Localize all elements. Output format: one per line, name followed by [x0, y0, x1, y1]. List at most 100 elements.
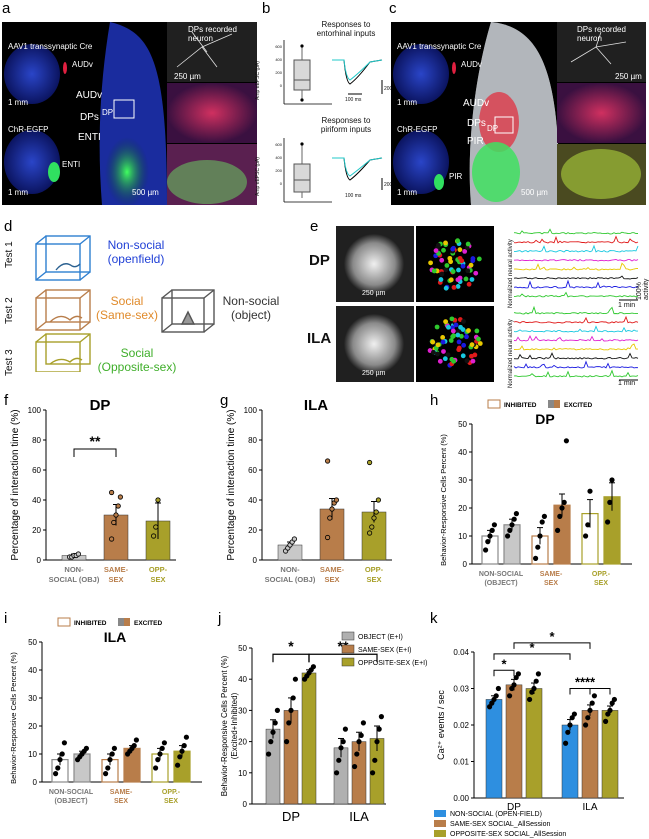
cell-dot [445, 352, 451, 358]
y-tick-label: 50 [238, 644, 247, 653]
activity-trace [513, 335, 639, 342]
data-point [336, 757, 342, 763]
data-point [109, 536, 115, 542]
data-point [527, 696, 533, 703]
y-axis-label: Behavior-Responsive Cells Percent (%) [220, 655, 229, 796]
cell-dot [446, 324, 451, 330]
d-t3-text: Social (Opposite-sex) [97, 346, 177, 374]
data-point [111, 745, 118, 751]
chart-title: DP [90, 397, 111, 414]
legend-excited: EXCITED [134, 620, 162, 627]
cell-dot [470, 358, 476, 364]
legend-swatch-excited [554, 400, 560, 408]
cell-dot [465, 268, 471, 274]
x-tick-label: SEX [324, 575, 339, 584]
x-group-label: ILA [349, 809, 369, 824]
significance-bracket [513, 642, 591, 649]
e-dp: DP [309, 252, 330, 269]
data-point [571, 711, 577, 717]
y-tick-label: 80 [32, 436, 41, 445]
cell-dot [438, 277, 444, 282]
cell-dot [477, 341, 483, 346]
y-tick-label: 0 [463, 560, 468, 569]
x-tick-label: SAME- [104, 565, 129, 574]
data-point [360, 720, 366, 726]
c-scale-mid: 500 µm [521, 188, 548, 197]
c-scale-right: 250 µm [615, 72, 642, 81]
data-point [109, 751, 115, 757]
data-point [533, 678, 539, 684]
y-tick-label: 0.01 [453, 758, 469, 767]
legend-inhibited: INHIBITED [504, 402, 537, 409]
data-point [292, 676, 299, 682]
data-point [603, 718, 609, 724]
data-point [286, 720, 292, 726]
cell-dot [449, 316, 455, 322]
x-tick-label: NON- [64, 565, 84, 574]
x-group-label: DP [507, 802, 521, 813]
c-audv-small: AUDv [461, 60, 482, 69]
y-tick-label: 30 [458, 476, 467, 485]
data-point [107, 757, 113, 763]
cell-dot [435, 351, 440, 357]
cell-dot [430, 339, 436, 345]
cell-dot [469, 342, 475, 348]
significance-label: * [501, 656, 507, 671]
a-route-dps: DPs [80, 112, 99, 123]
cell-dot [465, 241, 471, 247]
cell-dot [456, 339, 462, 345]
panel-c-image [391, 22, 646, 205]
panel-d-diagram [35, 235, 215, 372]
data-point [509, 685, 515, 692]
data-point [507, 693, 513, 699]
panel-label-j: j [218, 610, 222, 627]
x-tick-label: SEX [366, 575, 381, 584]
data-point [567, 722, 573, 728]
activity-trace [513, 235, 639, 244]
y-tick-label: 0 [253, 556, 258, 565]
c-pir-small: PIR [449, 172, 463, 181]
x-tick-label: SEX [164, 798, 178, 805]
y-axis-label: Behavior-Responsive Cells Percent (%) [439, 434, 448, 566]
x-tick-label: SAME- [320, 565, 345, 574]
x-tick-label: OPP- [149, 565, 168, 574]
d-t1-text: Non-social (openfield) [107, 238, 165, 266]
y-tick-label: 10 [458, 532, 467, 541]
activity-trace [513, 343, 638, 351]
cell-dot [450, 246, 456, 252]
y-tick-label: 60 [32, 466, 41, 475]
data-point [373, 509, 379, 515]
cell-dot [439, 271, 445, 277]
data-point [274, 707, 281, 714]
panel-label-a: a [2, 0, 11, 17]
cell-dot [460, 263, 466, 269]
legend-swatch [434, 810, 446, 817]
y-tick-label: 40 [238, 675, 247, 684]
cell-dot [450, 269, 456, 274]
b-title-bottom: Responses to piriform inputs [320, 116, 372, 134]
significance-bracket [569, 688, 611, 695]
data-point [157, 751, 163, 757]
panel-label-h: h [430, 392, 439, 409]
data-point [131, 743, 137, 749]
e-scale2: 250 µm [362, 370, 386, 377]
cell-dot [466, 328, 471, 333]
cell-dot [463, 276, 469, 282]
y-tick-label: 0 [243, 800, 248, 809]
e-cellmap-dp [428, 238, 482, 291]
cell-dot [462, 248, 468, 254]
data-point [181, 743, 187, 749]
significance-label: ** [90, 433, 101, 449]
data-point [153, 765, 159, 771]
cell-dot [448, 277, 454, 283]
chart-title: DP [535, 411, 554, 427]
y-axis-label: Percentage of interaction time (%) [226, 409, 237, 560]
legend-excited: EXCITED [564, 402, 592, 409]
e-time-top: 1 min [618, 302, 636, 309]
data-point [265, 751, 272, 757]
data-point [559, 505, 565, 511]
significance-label: * [549, 629, 555, 644]
b-trace-bottom [332, 157, 383, 190]
legend-swatch-inhibited [57, 617, 71, 627]
y-tick-label: 100 [244, 406, 258, 415]
